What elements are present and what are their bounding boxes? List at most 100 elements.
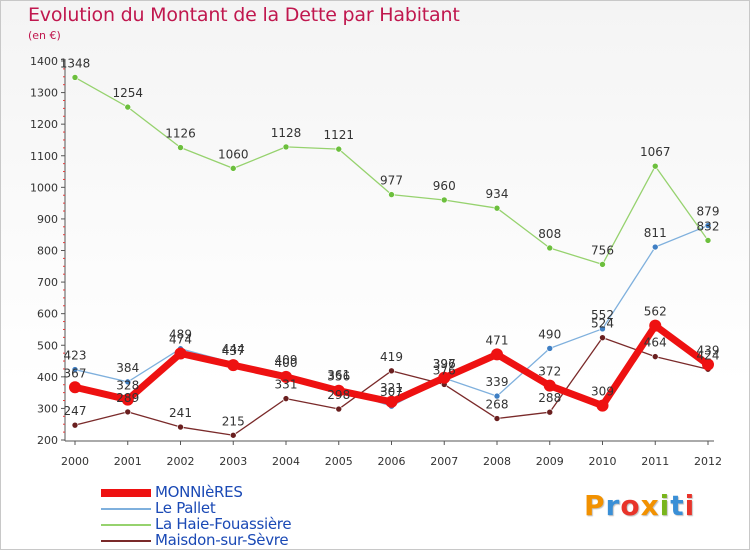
data-label: 490 [538, 327, 561, 341]
x-tick-label: 2002 [167, 455, 195, 468]
data-label: 1254 [112, 86, 143, 100]
data-point [335, 145, 343, 153]
proxiti-logo: Proxiti [584, 489, 695, 522]
data-point [124, 103, 132, 111]
data-point [121, 393, 134, 406]
legend-swatch [101, 540, 151, 542]
data-point [599, 325, 606, 333]
y-tick-label: 800 [37, 245, 58, 258]
data-point [491, 348, 503, 361]
legend-swatch [101, 489, 151, 497]
chart-title: Evolution du Montant de la Dette par Hab… [28, 4, 460, 26]
x-tick-label: 2003 [219, 455, 247, 468]
x-tick-label: 2011 [641, 455, 669, 468]
logo-letter: i [684, 489, 696, 522]
data-point [596, 399, 609, 412]
y-tick-label: 600 [37, 308, 58, 321]
data-label: 808 [538, 227, 561, 241]
data-point [71, 74, 79, 81]
data-label: 247 [64, 404, 87, 418]
data-label: 331 [275, 378, 298, 392]
data-label: 356 [327, 370, 350, 384]
y-tick-label: 1000 [30, 181, 58, 194]
data-label: 960 [433, 179, 456, 193]
data-point [651, 162, 659, 170]
data-point [332, 384, 345, 397]
y-tick-label: 900 [37, 213, 58, 226]
legend-swatch [101, 508, 151, 510]
data-point [229, 165, 237, 172]
x-tick-label: 2000 [61, 455, 89, 468]
data-point [335, 405, 343, 413]
chart-subtitle: (en €) [28, 29, 61, 42]
data-label: 400 [275, 356, 298, 370]
data-point [229, 431, 237, 439]
y-tick-label: 300 [37, 402, 58, 415]
data-point [493, 415, 501, 422]
logo-letter: t [670, 489, 685, 522]
data-point [599, 261, 606, 268]
logo-letter: r [605, 489, 621, 522]
series-3 [71, 334, 712, 439]
data-label: 215 [222, 414, 245, 428]
data-point [438, 371, 451, 384]
x-tick-label: 2008 [483, 455, 511, 468]
data-label: 1348 [60, 56, 91, 70]
data-label: 1128 [271, 126, 302, 140]
data-point [651, 353, 659, 360]
data-point [388, 191, 395, 198]
data-label: 288 [538, 391, 561, 405]
data-point [599, 334, 606, 341]
logo-letter: i [659, 489, 671, 522]
data-point [177, 423, 184, 431]
data-label: 444 [222, 342, 245, 356]
legend-label: MONNIèRES [155, 483, 243, 501]
data-label: 1126 [165, 127, 196, 141]
data-point [493, 204, 501, 212]
data-label: 474 [169, 332, 192, 346]
data-point [543, 379, 556, 392]
data-label: 934 [486, 187, 509, 201]
data-label: 328 [116, 379, 139, 393]
data-label: 309 [591, 385, 614, 399]
data-label: 396 [433, 357, 456, 371]
y-tick-label: 1200 [30, 118, 58, 131]
y-tick-label: 500 [37, 339, 58, 352]
data-point [124, 408, 132, 416]
y-tick-label: 1100 [30, 150, 58, 163]
data-label: 1060 [218, 147, 249, 161]
data-point [71, 421, 79, 429]
data-label: 367 [64, 366, 87, 380]
data-label: 376 [433, 363, 456, 377]
data-point [174, 347, 187, 360]
data-label: 464 [644, 336, 667, 350]
data-point [704, 222, 712, 229]
logo-letter: o [620, 489, 641, 522]
series-line [74, 76, 709, 266]
data-point [704, 237, 712, 244]
data-label: 471 [486, 333, 509, 347]
data-point [124, 378, 132, 386]
x-tick-label: 2005 [325, 455, 353, 468]
y-tick-label: 400 [37, 371, 58, 384]
data-point [282, 143, 290, 151]
data-point [69, 381, 81, 394]
data-point [282, 395, 290, 402]
data-label: 268 [486, 398, 509, 412]
y-tick-label: 1300 [30, 87, 58, 100]
data-point [649, 319, 662, 332]
x-tick-label: 2009 [536, 455, 564, 468]
data-label: 879 [697, 205, 720, 219]
data-point [440, 196, 448, 204]
legend-label: Le Pallet [155, 499, 216, 517]
logo-letter: P [584, 489, 606, 522]
x-tick-label: 2001 [114, 455, 142, 468]
data-label: 1067 [640, 145, 671, 159]
x-tick-label: 2006 [378, 455, 406, 468]
data-label: 756 [591, 243, 614, 257]
data-point [177, 144, 184, 151]
data-label: 562 [644, 305, 667, 319]
y-tick-label: 1400 [30, 55, 58, 68]
